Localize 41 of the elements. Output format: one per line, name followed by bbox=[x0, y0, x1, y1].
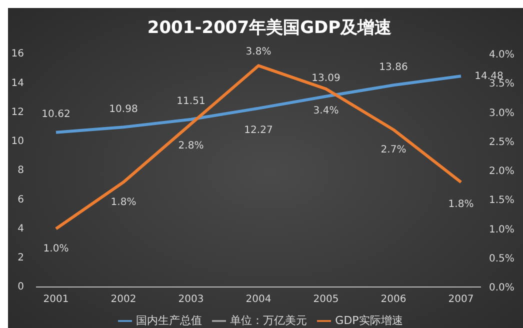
data-label: 1.0% bbox=[43, 243, 69, 254]
data-label: 1.8% bbox=[110, 196, 136, 208]
y2-tick-label: 0.0% bbox=[489, 282, 514, 294]
y-tick-label: 8 bbox=[18, 165, 24, 176]
legend-label: 单位：万亿美元 bbox=[230, 314, 308, 327]
data-label: 3.4% bbox=[313, 106, 339, 117]
x-tick-label: 2007 bbox=[448, 294, 474, 306]
y2-tick-label: 1.5% bbox=[489, 195, 514, 206]
y2-tick-label: 2.5% bbox=[489, 136, 514, 148]
data-label: 13.09 bbox=[312, 73, 340, 84]
y-tick-label: 12 bbox=[11, 106, 24, 118]
data-label: 2.7% bbox=[380, 144, 406, 156]
y2-tick-label: 4.0% bbox=[489, 50, 514, 61]
x-tick-label: 2005 bbox=[313, 294, 339, 306]
chart-title: 2001-2007年美国GDP及增速 bbox=[146, 17, 393, 39]
y-tick-label: 14 bbox=[11, 78, 24, 89]
data-label: 2.8% bbox=[178, 140, 204, 152]
y2-tick-label: 3.0% bbox=[489, 108, 514, 119]
legend-label: 国内生产总值 bbox=[136, 314, 202, 327]
y-tick-label: 0 bbox=[18, 282, 24, 293]
data-label: 13.86 bbox=[379, 62, 408, 73]
x-tick-label: 2002 bbox=[110, 294, 136, 306]
x-tick-label: 2004 bbox=[246, 294, 272, 306]
x-tick-label: 2001 bbox=[43, 294, 69, 306]
legend-label: GDP实际增速 bbox=[335, 314, 403, 327]
data-label: 10.62 bbox=[42, 109, 70, 120]
y2-tick-label: 2.0% bbox=[489, 166, 514, 178]
y-tick-label: 6 bbox=[18, 194, 24, 206]
y2-tick-label: 0.5% bbox=[489, 253, 514, 264]
x-tick-label: 2003 bbox=[178, 294, 204, 306]
data-label: 11.51 bbox=[176, 96, 206, 108]
data-label: 1.8% bbox=[448, 198, 474, 210]
x-tick-label: 2006 bbox=[380, 294, 406, 306]
data-label: 10.98 bbox=[109, 104, 138, 115]
y-tick-label: 4 bbox=[18, 223, 24, 234]
data-label: 3.8% bbox=[246, 46, 272, 58]
data-label: 12.27 bbox=[244, 125, 273, 136]
y2-tick-label: 1.0% bbox=[489, 224, 514, 236]
y-tick-label: 16 bbox=[11, 48, 24, 60]
y-tick-label: 10 bbox=[11, 136, 24, 148]
y-tick-label: 2 bbox=[18, 252, 24, 264]
